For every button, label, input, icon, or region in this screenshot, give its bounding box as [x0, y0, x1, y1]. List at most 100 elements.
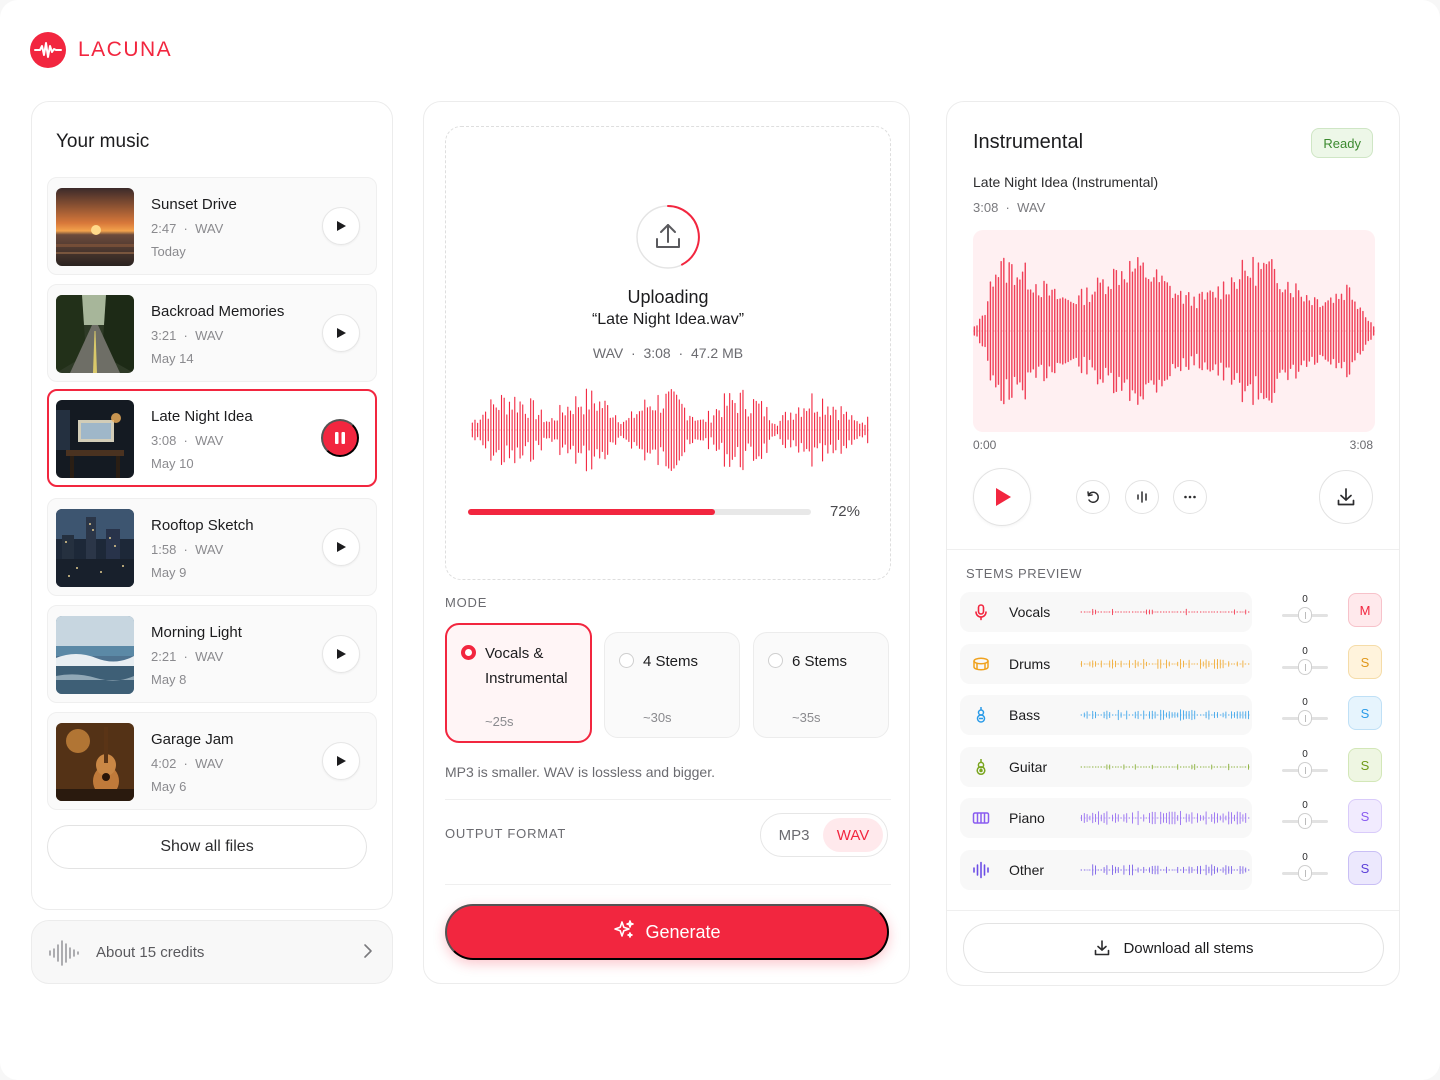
- solo-button[interactable]: S: [1348, 799, 1382, 833]
- stem-volume-value: 0: [1302, 646, 1308, 657]
- result-meta: 3:08 · WAV: [973, 200, 1046, 215]
- library-title: Your music: [56, 131, 150, 152]
- credits-bar[interactable]: About 15 credits: [31, 920, 393, 984]
- divider: [947, 549, 1399, 550]
- volume-knob[interactable]: [1298, 607, 1312, 623]
- pause-button[interactable]: [321, 419, 359, 457]
- solo-button[interactable]: S: [1348, 696, 1382, 730]
- play-button[interactable]: [322, 528, 360, 566]
- stem-volume-slider[interactable]: 0: [1282, 594, 1328, 624]
- stem-volume-slider[interactable]: 0: [1282, 852, 1328, 882]
- volume-knob[interactable]: [1298, 659, 1312, 675]
- track-item[interactable]: Late Night Idea 3:08 · WAV May 10: [47, 389, 377, 487]
- replay-button[interactable]: [1076, 480, 1110, 514]
- download-all-stems-button[interactable]: Download all stems: [963, 923, 1384, 973]
- stem-volume-slider[interactable]: 0: [1282, 749, 1328, 779]
- upload-waveform: [471, 388, 869, 472]
- time-start: 0:00: [973, 438, 997, 452]
- time-end: 3:08: [1349, 438, 1373, 452]
- track-title: Rooftop Sketch: [151, 517, 254, 534]
- play-icon: [337, 649, 346, 659]
- track-thumbnail: [56, 509, 134, 587]
- stem-volume-slider[interactable]: 0: [1282, 646, 1328, 676]
- volume-knob[interactable]: [1298, 710, 1312, 726]
- volume-knob[interactable]: [1298, 865, 1312, 881]
- stem-row-piano[interactable]: Piano: [960, 798, 1252, 838]
- mode-label: MODE: [445, 595, 488, 610]
- stem-volume-value: 0: [1302, 800, 1308, 811]
- track-thumbnail: [56, 295, 134, 373]
- waveform-icon: [48, 939, 80, 972]
- mute-button[interactable]: M: [1348, 593, 1382, 627]
- stem-row-vocals[interactable]: Vocals: [960, 592, 1252, 632]
- result-title: Instrumental: [973, 131, 1084, 153]
- track-item[interactable]: Backroad Memories 3:21 · WAV May 14: [47, 284, 377, 382]
- output-format-label: OUTPUT FORMAT: [445, 826, 567, 841]
- solo-button[interactable]: S: [1348, 748, 1382, 782]
- app-name: LACUNA: [78, 38, 173, 61]
- mode-option-6-stems[interactable]: 6 Stems ~35s: [753, 632, 889, 738]
- upload-dropzone[interactable]: Uploading “Late Night Idea.wav” WAV · 3:…: [445, 126, 891, 580]
- stem-volume-slider[interactable]: 0: [1282, 697, 1328, 727]
- track-meta: 3:21 · WAV: [151, 328, 224, 343]
- play-button[interactable]: [322, 742, 360, 780]
- pause-icon: [335, 432, 345, 444]
- upload-progress-bar: [468, 509, 811, 515]
- mode-option-vocals-instrumental[interactable]: Vocals & Instrumental ~25s: [445, 623, 592, 743]
- format-wav-option[interactable]: WAV: [823, 818, 883, 852]
- generate-button[interactable]: Generate: [445, 904, 889, 960]
- play-icon: [337, 756, 346, 766]
- mode-option-label-2: Instrumental: [485, 670, 568, 687]
- play-icon: [337, 328, 346, 338]
- stem-row-guitar[interactable]: Guitar: [960, 747, 1252, 787]
- stem-volume-slider[interactable]: 0: [1282, 800, 1328, 830]
- stem-volume-value: 0: [1302, 594, 1308, 605]
- download-button[interactable]: [1319, 470, 1373, 524]
- volume-knob[interactable]: [1298, 813, 1312, 829]
- mode-option-4-stems[interactable]: 4 Stems ~30s: [604, 632, 740, 738]
- upload-icon: [656, 224, 680, 248]
- play-button[interactable]: [973, 468, 1031, 526]
- stem-row-bass[interactable]: Bass: [960, 695, 1252, 735]
- track-date: Today: [151, 244, 186, 259]
- solo-button[interactable]: S: [1348, 851, 1382, 885]
- more-icon: [1184, 495, 1196, 499]
- stem-row-drums[interactable]: Drums: [960, 644, 1252, 684]
- solo-button[interactable]: S: [1348, 645, 1382, 679]
- microphone-icon: [972, 603, 990, 621]
- stem-name: Bass: [1009, 707, 1041, 723]
- track-item[interactable]: Morning Light 2:21 · WAV May 8: [47, 605, 377, 703]
- upload-meta: WAV · 3:08 · 47.2 MB: [592, 345, 744, 361]
- play-button[interactable]: [322, 207, 360, 245]
- volume-knob[interactable]: [1298, 762, 1312, 778]
- track-item[interactable]: Garage Jam 4:02 · WAV May 6: [47, 712, 377, 810]
- result-waveform[interactable]: [973, 230, 1375, 432]
- stem-volume-value: 0: [1302, 749, 1308, 760]
- play-icon: [337, 221, 346, 231]
- waveform-view-button[interactable]: [1125, 480, 1159, 514]
- download-icon: [1095, 940, 1110, 956]
- play-icon: [337, 542, 346, 552]
- upload-filename: “Late Night Idea.wav”: [591, 311, 745, 328]
- separation-panel: Uploading “Late Night Idea.wav” WAV · 3:…: [423, 101, 910, 984]
- drum-icon: [972, 655, 990, 673]
- track-title: Late Night Idea: [151, 408, 253, 425]
- track-item[interactable]: Rooftop Sketch 1:58 · WAV May 9: [47, 498, 377, 596]
- play-button[interactable]: [322, 314, 360, 352]
- track-title: Backroad Memories: [151, 303, 285, 320]
- format-mp3-option[interactable]: MP3: [778, 826, 810, 844]
- track-item[interactable]: Sunset Drive 2:47 · WAV Today: [47, 177, 377, 275]
- track-meta: 3:08 · WAV: [151, 433, 224, 448]
- track-meta: 2:47 · WAV: [151, 221, 224, 236]
- play-icon: [996, 488, 1011, 506]
- mode-option-time: ~25s: [485, 714, 514, 729]
- waveform-icon: [1137, 491, 1147, 503]
- stem-name: Other: [1009, 862, 1045, 878]
- show-all-files-button[interactable]: Show all files: [47, 825, 367, 869]
- format-hint: MP3 is smaller. WAV is lossless and bigg…: [445, 764, 715, 780]
- replay-icon: [1087, 491, 1099, 503]
- stem-row-other[interactable]: Other: [960, 850, 1252, 890]
- more-options-button[interactable]: [1173, 480, 1207, 514]
- play-button[interactable]: [322, 635, 360, 673]
